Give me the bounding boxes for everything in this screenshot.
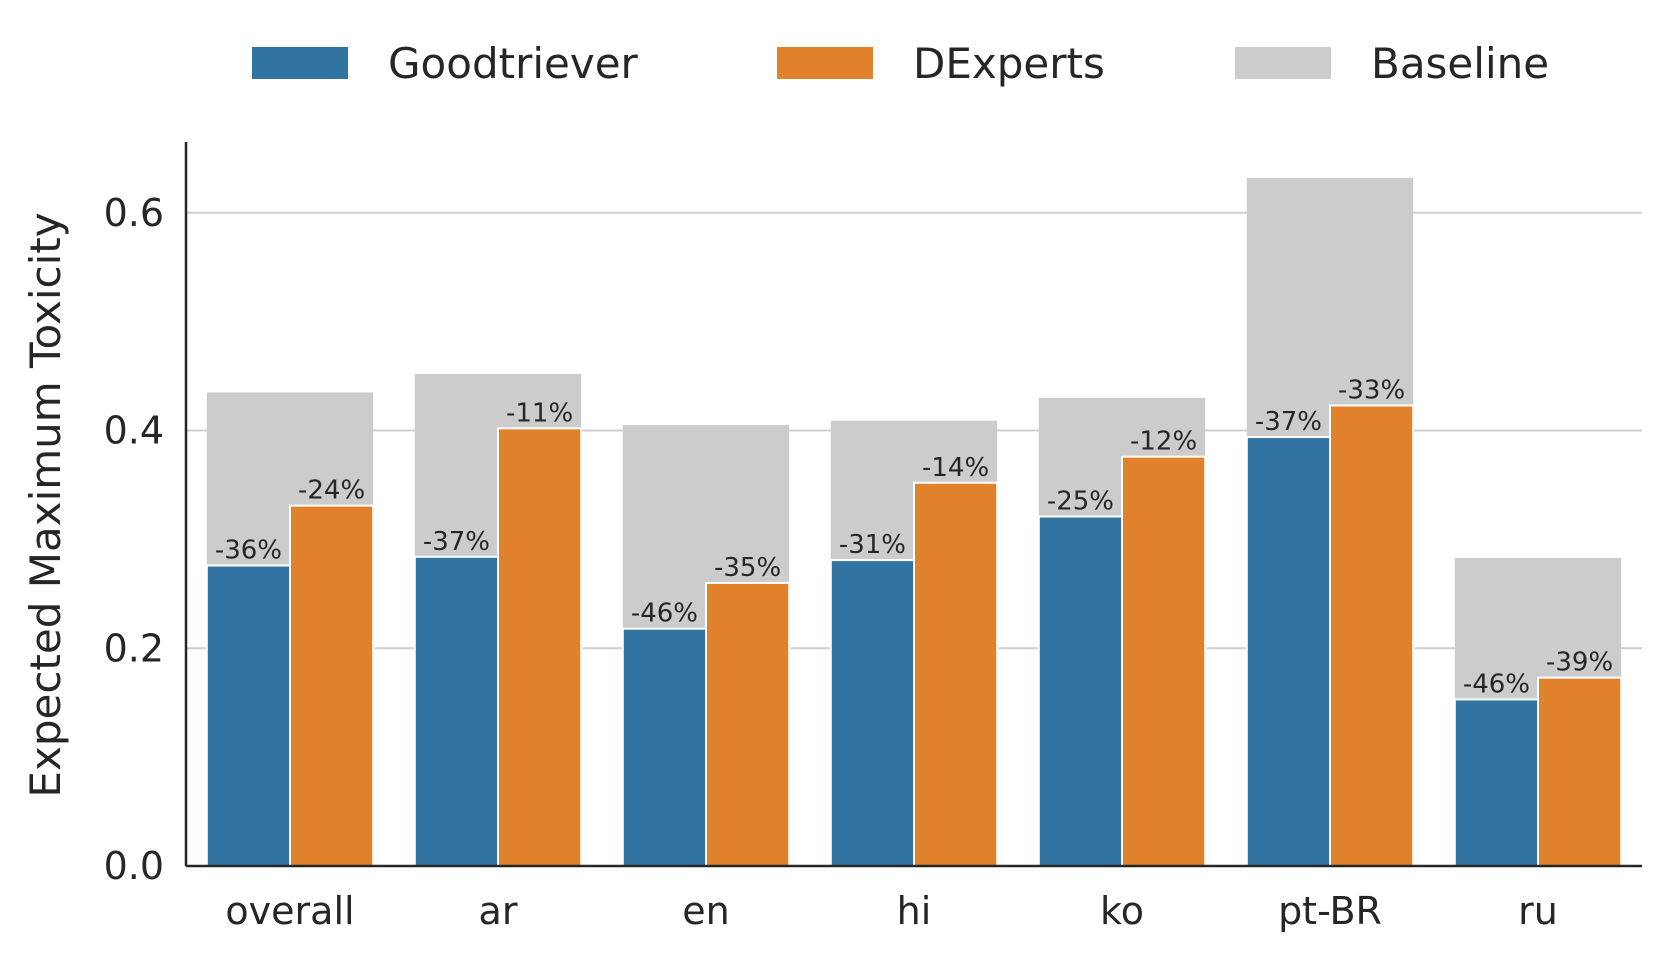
- legend-label-dexperts: DExperts: [913, 39, 1105, 88]
- bar-dexperts-pt-BR: [1329, 404, 1415, 867]
- legend-label-baseline: Baseline: [1371, 39, 1549, 88]
- x-tick-label-hi: hi: [897, 889, 932, 933]
- legend-swatch-goodtriever: [252, 47, 348, 79]
- legend: Goodtriever DExperts Baseline: [252, 39, 1549, 88]
- bar-dexperts-overall: [289, 504, 375, 867]
- bar-goodtriever-hi: [829, 559, 915, 867]
- bar-label-dexperts-ko: -12%: [1130, 427, 1197, 457]
- bar-dexperts-en: [705, 581, 791, 867]
- bar-labels-group: -36% -24% -37% -11% -46% -35% -31% -14% -25% -12%…: [215, 375, 1613, 699]
- bar-label-dexperts-hi: -14%: [922, 453, 989, 483]
- bar-label-goodtriever-ko: -25%: [1047, 487, 1114, 517]
- legend-swatch-baseline: [1235, 47, 1331, 79]
- x-tick-label-ko: ko: [1100, 889, 1144, 933]
- bar-label-goodtriever-pt-BR: -37%: [1255, 407, 1322, 437]
- y-tick-label: 0.2: [104, 626, 164, 670]
- bar-label-dexperts-pt-BR: -33%: [1338, 375, 1405, 405]
- bar-label-goodtriever-ar: -37%: [423, 527, 490, 557]
- bar-dexperts-ko: [1121, 455, 1207, 867]
- bar-label-goodtriever-ru: -46%: [1463, 669, 1530, 699]
- bar-goodtriever-ar: [413, 555, 499, 867]
- y-tick-label: 0.4: [104, 409, 164, 453]
- legend-swatch-dexperts: [777, 47, 873, 79]
- bar-label-dexperts-overall: -24%: [298, 476, 365, 506]
- x-tick-label-pt-BR: pt-BR: [1278, 889, 1382, 933]
- bar-dexperts-ru: [1537, 676, 1623, 867]
- bar-goodtriever-en: [621, 627, 707, 867]
- bar-goodtriever-pt-BR: [1245, 436, 1332, 867]
- y-tick-labels: 0.0 0.2 0.4 0.6: [104, 191, 164, 888]
- x-tick-label-ar: ar: [479, 889, 518, 933]
- x-tick-labels: overall ar en hi ko pt-BR ru: [225, 889, 1557, 933]
- bar-dexperts-hi: [913, 481, 999, 867]
- axes-group: [184, 142, 1642, 868]
- bar-goodtriever-ru: [1453, 698, 1540, 867]
- bars-group: [205, 177, 1623, 868]
- y-tick-label: 0.6: [104, 191, 164, 235]
- bar-goodtriever-overall: [205, 564, 291, 867]
- bar-label-dexperts-en: -35%: [714, 553, 781, 583]
- bar-label-goodtriever-hi: -31%: [839, 530, 906, 560]
- bar-label-dexperts-ar: -11%: [506, 398, 573, 428]
- bar-label-goodtriever-overall: -36%: [215, 536, 282, 566]
- x-tick-label-en: en: [682, 889, 729, 933]
- y-axis-title: Expected Maximum Toxicity: [21, 212, 70, 797]
- legend-label-goodtriever: Goodtriever: [388, 39, 639, 88]
- x-tick-label-overall: overall: [225, 889, 354, 933]
- bar-label-dexperts-ru: -39%: [1546, 648, 1613, 678]
- y-tick-label: 0.0: [104, 844, 164, 888]
- x-tick-label-ru: ru: [1518, 889, 1558, 933]
- bar-goodtriever-ko: [1037, 515, 1124, 868]
- bar-dexperts-ar: [497, 427, 583, 867]
- bar-label-goodtriever-en: -46%: [631, 599, 698, 629]
